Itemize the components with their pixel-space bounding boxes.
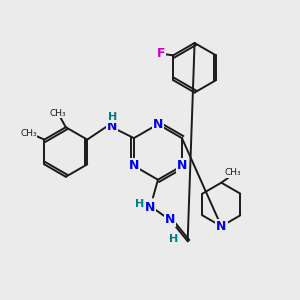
Text: H: H [169,234,178,244]
Text: CH₃: CH₃ [20,129,37,138]
Text: F: F [157,47,166,60]
Text: CH₃: CH₃ [50,109,66,118]
Text: N: N [177,159,187,172]
Text: N: N [165,213,175,226]
Text: CH₃: CH₃ [225,168,242,177]
Text: N: N [107,120,117,133]
Text: N: N [129,159,139,172]
Text: N: N [216,220,226,233]
Text: H: H [109,112,118,122]
Text: N: N [153,118,163,131]
Text: N: N [145,201,155,214]
Text: H: H [136,200,145,209]
